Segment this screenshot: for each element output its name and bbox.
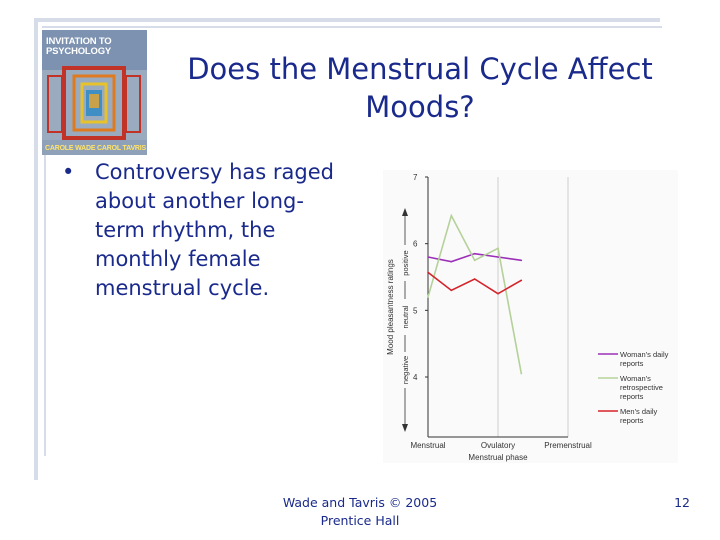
series-point xyxy=(473,259,476,262)
x-tick-label: Ovulatory xyxy=(481,441,515,450)
cover-window-art xyxy=(47,66,141,140)
y-tick-label: 4 xyxy=(413,373,418,382)
series-point xyxy=(427,256,429,258)
footer-line-2: Prentice Hall xyxy=(320,513,400,528)
series-point xyxy=(497,247,499,250)
series-point xyxy=(473,252,476,255)
series-point xyxy=(520,372,523,375)
y-tick-label: 6 xyxy=(413,240,418,249)
series-point xyxy=(427,271,429,274)
x-tick-label: Premenstrual xyxy=(544,441,592,450)
cover-authors: CAROLE WADE CAROL TAVRIS xyxy=(45,145,146,152)
frame-left-line-2 xyxy=(44,30,46,456)
y-axis-label: Mood pleasantness ratings xyxy=(386,259,395,355)
series-point xyxy=(520,259,523,262)
scale-label-positive: positive xyxy=(401,250,410,275)
chart-axes: 4 5 6 7 Mood pleasantness ratings positive neu… xyxy=(386,173,592,462)
series-point xyxy=(450,214,453,217)
series-point xyxy=(450,289,453,292)
scale-arrow-up xyxy=(402,208,408,216)
series-line-1 xyxy=(427,213,523,374)
bullet-symbol: • xyxy=(62,160,75,184)
cover-band xyxy=(42,30,147,70)
chart-legend: Woman's daily reports Woman's retrospective… xyxy=(598,350,669,425)
scale-label-neutral: neutral xyxy=(401,305,410,328)
page-number: 12 xyxy=(674,495,690,510)
series-point xyxy=(497,292,499,295)
y-tick-label: 7 xyxy=(413,173,418,182)
scale-label-bg xyxy=(400,352,410,388)
chart-svg: 4 5 6 7 Mood pleasantness ratings positive neu… xyxy=(386,173,669,462)
frame-top-line xyxy=(34,18,660,22)
series-point xyxy=(450,260,453,263)
legend-label-1: Woman's retrospective reports xyxy=(620,374,663,401)
cover-title: INVITATION TO PSYCHOLOGY xyxy=(46,36,112,57)
legend-label-2: Men's daily reports xyxy=(620,407,658,425)
x-tick-label: Menstrual xyxy=(410,441,445,450)
scale-arrow-down xyxy=(402,424,408,432)
scale-label-bg xyxy=(400,245,410,281)
scale-label-bg xyxy=(400,299,410,335)
frame-top-line-2 xyxy=(42,26,662,28)
frame-left-line xyxy=(34,18,38,480)
series-point xyxy=(427,296,429,298)
bullet-text: Controversy has raged about another long… xyxy=(95,160,334,300)
x-axis-label: Menstrual phase xyxy=(468,453,528,462)
series-line-2 xyxy=(427,271,522,295)
scale-label-negative: negative xyxy=(401,356,410,384)
mood-chart: 4 5 6 7 Mood pleasantness ratings positive neu… xyxy=(383,170,678,463)
footer-line-1: Wade and Tavris © 2005 xyxy=(282,495,438,510)
series-point xyxy=(497,256,499,258)
chart-grid xyxy=(427,177,569,437)
legend-label-0: Woman's daily reports xyxy=(620,350,669,368)
chart-series xyxy=(427,213,523,375)
slide-footer: Wade and Tavris © 2005 Prentice Hall xyxy=(270,494,450,530)
series-point xyxy=(473,278,476,280)
series-point xyxy=(520,279,523,282)
book-cover-image: INVITATION TO PSYCHOLOGY CAROLE WADE CAR… xyxy=(42,30,147,155)
y-tick-label: 5 xyxy=(413,306,418,315)
slide-title: Does the Menstrual Cycle Affect Moods? xyxy=(187,52,653,124)
